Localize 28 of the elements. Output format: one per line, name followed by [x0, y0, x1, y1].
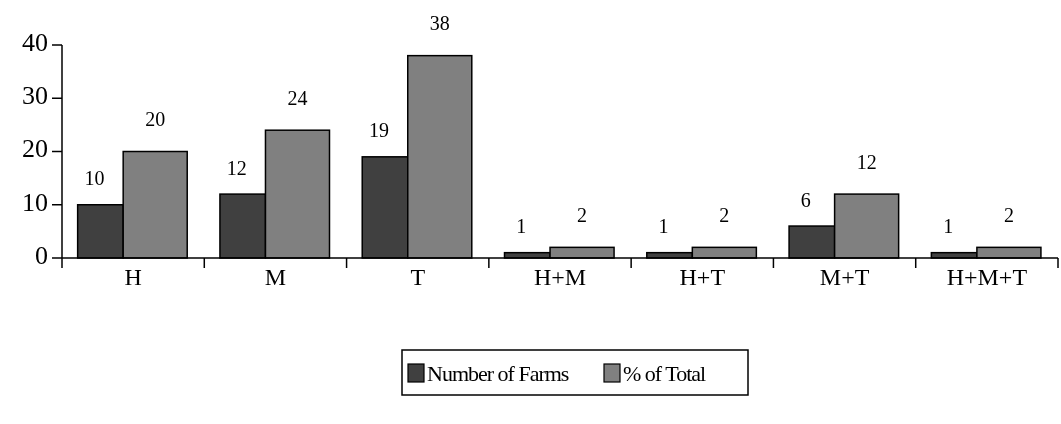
x-tick-label: M	[264, 264, 287, 290]
data-label: 2	[577, 203, 588, 226]
data-label: 2	[1003, 203, 1014, 226]
legend-label: Number of Farms	[427, 361, 569, 386]
data-label: 2	[719, 203, 730, 226]
y-tick-label: 0	[35, 240, 48, 270]
x-tick-label: M+T	[819, 264, 870, 290]
data-label: 1	[658, 215, 669, 238]
data-label: 10	[84, 167, 105, 190]
x-tick-label: T	[410, 264, 426, 290]
data-label: 20	[145, 108, 166, 131]
legend-label: % of Total	[623, 361, 707, 386]
y-tick-label: 30	[22, 81, 48, 111]
x-tick-label: H+M	[533, 264, 587, 290]
y-tick-label: 20	[22, 134, 48, 164]
data-label: 38	[429, 12, 450, 35]
data-label: 1	[516, 215, 527, 238]
data-label: 12	[226, 156, 247, 179]
x-tick-label: H+M+T	[946, 264, 1028, 290]
data-label: 12	[856, 150, 877, 173]
x-tick-label: H	[124, 264, 142, 290]
data-label: 19	[368, 119, 389, 142]
data-label: 1	[943, 215, 954, 238]
x-tick-label: H+T	[679, 264, 726, 290]
data-label: 6	[800, 188, 811, 211]
y-tick-label: 10	[22, 187, 48, 217]
y-tick-label: 40	[22, 27, 48, 57]
data-label: 24	[287, 86, 308, 109]
